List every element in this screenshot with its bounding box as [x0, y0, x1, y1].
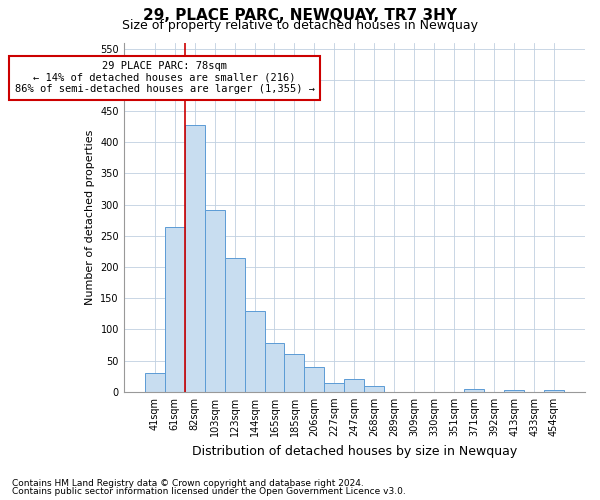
Bar [185, 125, 205, 392]
Bar [265, 343, 284, 392]
Bar [344, 380, 364, 392]
Bar [325, 383, 344, 392]
Bar [224, 258, 245, 392]
Text: Contains HM Land Registry data © Crown copyright and database right 2024.: Contains HM Land Registry data © Crown c… [12, 478, 364, 488]
Bar [504, 390, 524, 392]
Bar [544, 390, 564, 392]
Text: Contains public sector information licensed under the Open Government Licence v3: Contains public sector information licen… [12, 487, 406, 496]
Bar [304, 367, 325, 392]
Bar [284, 354, 304, 392]
Text: 29 PLACE PARC: 78sqm
← 14% of detached houses are smaller (216)
86% of semi-deta: 29 PLACE PARC: 78sqm ← 14% of detached h… [14, 61, 314, 94]
Bar [205, 210, 224, 392]
Y-axis label: Number of detached properties: Number of detached properties [85, 130, 95, 305]
Bar [364, 386, 385, 392]
X-axis label: Distribution of detached houses by size in Newquay: Distribution of detached houses by size … [192, 444, 517, 458]
Bar [145, 373, 164, 392]
Text: Size of property relative to detached houses in Newquay: Size of property relative to detached ho… [122, 19, 478, 32]
Bar [464, 388, 484, 392]
Bar [164, 226, 185, 392]
Text: 29, PLACE PARC, NEWQUAY, TR7 3HY: 29, PLACE PARC, NEWQUAY, TR7 3HY [143, 8, 457, 22]
Bar [245, 310, 265, 392]
